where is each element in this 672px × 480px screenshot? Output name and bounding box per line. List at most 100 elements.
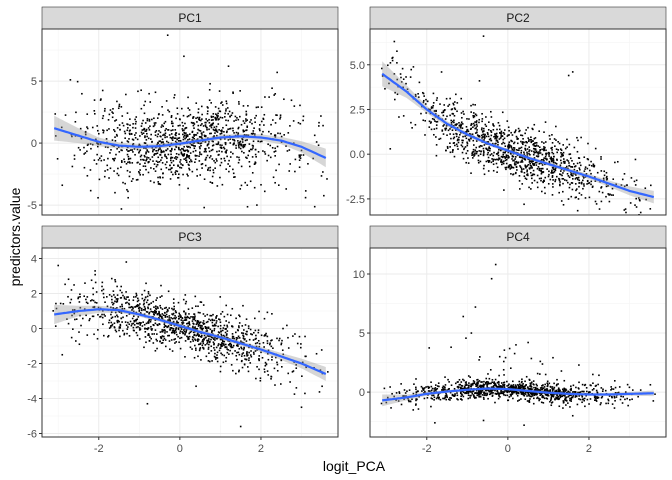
data-point [491, 395, 494, 397]
data-point [179, 330, 182, 332]
data-point [465, 152, 468, 155]
data-point [507, 384, 510, 387]
data-point [141, 129, 144, 131]
data-point [117, 107, 120, 110]
data-point [113, 294, 115, 296]
data-point [539, 394, 541, 396]
data-point [208, 341, 211, 344]
data-point [498, 393, 500, 396]
data-point [217, 343, 220, 345]
data-point [212, 341, 215, 344]
data-point [435, 99, 438, 101]
data-point [400, 403, 403, 406]
data-point [609, 193, 611, 196]
data-point [223, 335, 226, 338]
data-point [563, 394, 566, 396]
data-point [148, 312, 150, 315]
data-point [149, 125, 151, 127]
data-point [490, 153, 493, 155]
data-point [210, 119, 213, 121]
data-point [266, 311, 269, 314]
data-point [145, 327, 148, 330]
data-point [536, 186, 539, 189]
data-point [421, 390, 423, 392]
data-point [423, 387, 426, 389]
data-point [301, 361, 304, 364]
data-point [587, 182, 590, 185]
data-point [417, 96, 420, 98]
data-point [162, 150, 165, 152]
data-point [476, 384, 479, 386]
data-point [155, 146, 157, 149]
data-point [279, 118, 281, 120]
data-point [501, 392, 504, 395]
data-point [214, 129, 217, 132]
data-point [591, 389, 594, 391]
data-point [252, 132, 254, 135]
data-point [505, 162, 508, 165]
data-point [108, 294, 111, 296]
data-point [565, 399, 568, 402]
data-point [472, 148, 475, 151]
data-point [209, 181, 212, 183]
data-point [486, 392, 488, 395]
data-point [454, 394, 456, 397]
data-point [88, 319, 91, 322]
data-point [147, 327, 150, 329]
data-point [144, 155, 146, 158]
data-point [544, 176, 547, 179]
data-point [433, 399, 435, 401]
data-point [192, 316, 194, 319]
data-point [195, 305, 197, 308]
data-point [535, 388, 537, 390]
data-point [244, 181, 247, 184]
data-point [275, 169, 277, 172]
data-point [233, 142, 235, 144]
data-point [146, 299, 149, 301]
data-point [170, 153, 172, 156]
data-point [183, 134, 186, 137]
data-point [450, 121, 453, 124]
data-point [165, 140, 168, 143]
data-point [165, 166, 168, 169]
data-point [226, 155, 228, 158]
data-point [246, 333, 248, 336]
data-point [533, 150, 535, 153]
data-point [148, 118, 151, 121]
data-point [237, 335, 240, 338]
data-point [114, 120, 116, 122]
data-point [216, 185, 219, 187]
data-point [229, 349, 231, 352]
data-point [71, 165, 74, 168]
data-point [202, 125, 205, 127]
data-point [499, 132, 502, 135]
data-point [129, 133, 131, 136]
data-point [220, 344, 223, 346]
data-point [213, 129, 216, 132]
data-point [177, 327, 180, 329]
data-point [242, 146, 245, 149]
data-point [286, 150, 289, 152]
data-point [478, 150, 481, 152]
data-point [182, 329, 185, 331]
data-point [204, 344, 207, 346]
data-point [620, 395, 622, 398]
data-point [436, 385, 439, 387]
data-point [223, 340, 226, 343]
data-point [568, 165, 570, 167]
data-point [217, 141, 220, 143]
data-point [492, 160, 494, 162]
data-point [208, 128, 210, 131]
data-point [199, 124, 202, 127]
data-point [259, 377, 262, 380]
data-point [210, 123, 212, 126]
data-point [472, 122, 475, 125]
data-point [212, 113, 215, 115]
data-point [254, 338, 257, 340]
data-point [144, 307, 147, 310]
data-point [156, 163, 159, 166]
data-point [144, 100, 147, 103]
data-point [123, 158, 125, 161]
data-point [601, 191, 604, 194]
y-tick-label: 5.0 [350, 60, 365, 72]
